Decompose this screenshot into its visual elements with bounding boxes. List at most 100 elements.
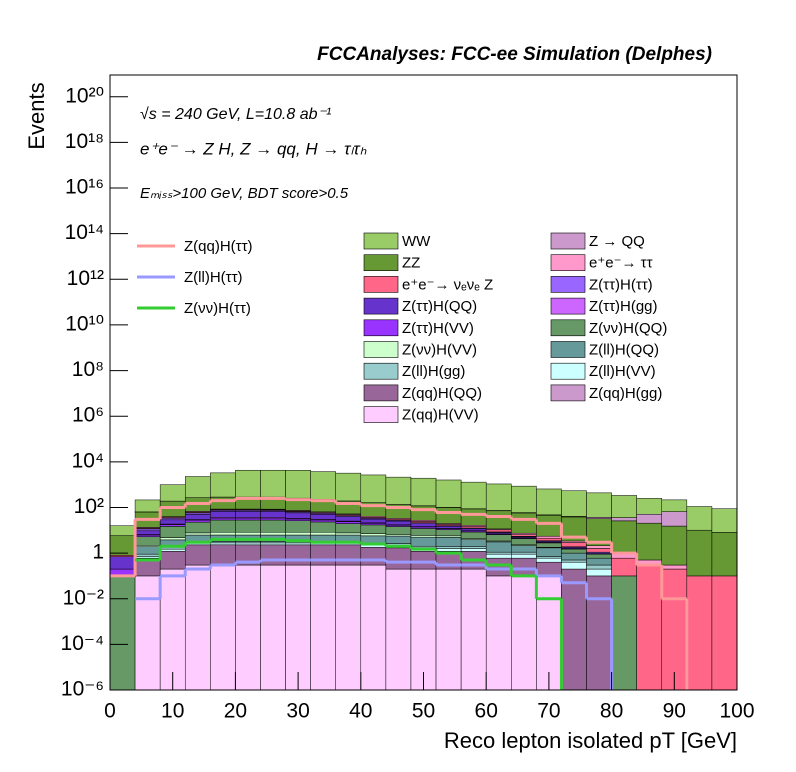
- y-tick-label: 10¹⁶: [65, 176, 104, 199]
- histogram-bar: [586, 545, 612, 549]
- histogram-bar: [235, 542, 261, 546]
- histogram-bar: [410, 505, 437, 521]
- legend-swatch: [363, 341, 399, 358]
- histogram-bar: [260, 469, 286, 498]
- histogram-bar: [310, 471, 336, 500]
- histogram-bar: [159, 568, 186, 690]
- y-tick-label: 10⁸: [72, 358, 104, 381]
- legend-label: Z(qq)H(QQ): [402, 385, 482, 402]
- histogram-bar: [385, 520, 412, 526]
- histogram-bar: [485, 529, 512, 533]
- legend-swatch: [550, 319, 586, 337]
- histogram-bar: [511, 575, 537, 690]
- histogram-bar: [586, 548, 612, 553]
- legend-swatch: [550, 297, 586, 315]
- histogram-bar: [460, 528, 487, 531]
- legend-swatch: [550, 232, 586, 250]
- histogram-bar: [310, 564, 336, 690]
- histogram-bar: [235, 511, 261, 518]
- histogram-bar: [435, 568, 462, 690]
- histogram-bar: [184, 476, 211, 498]
- histogram-bar: [235, 517, 261, 521]
- legend-swatch: [363, 232, 399, 250]
- histogram-bar: [661, 568, 688, 690]
- histogram-bar: [561, 542, 587, 547]
- histogram-bar: [485, 483, 512, 511]
- histogram-bar: [210, 511, 236, 518]
- histogram-bar: [485, 534, 512, 542]
- legend-label: Z(ll)H(VV): [589, 363, 656, 380]
- histogram-bar: [360, 474, 387, 503]
- histogram-bar: [285, 518, 311, 521]
- histogram-bar: [536, 547, 562, 557]
- x-tick-label: 20: [224, 700, 247, 723]
- histogram-bar: [611, 520, 637, 555]
- legend-label: Z(ττ)H(QQ): [402, 298, 477, 315]
- x-tick-label: 50: [412, 700, 435, 723]
- histogram-bar: [134, 534, 161, 538]
- histogram-bar: [260, 517, 286, 521]
- histogram-bar: [385, 526, 412, 535]
- histogram-bar: [210, 517, 236, 521]
- histogram-bar: [184, 521, 211, 534]
- histogram-bar: [561, 561, 587, 570]
- histogram-bar: [360, 524, 387, 534]
- legend-label: Z(ll)H(gg): [402, 363, 465, 380]
- histogram-bar: [536, 557, 562, 563]
- legend-swatch: [363, 254, 399, 271]
- histogram-bar: [335, 532, 362, 536]
- histogram-bar: [184, 544, 211, 566]
- histogram-bar: [134, 499, 161, 513]
- histogram-bar: [260, 564, 286, 690]
- histogram-bar: [335, 516, 362, 522]
- histogram-bar: [110, 556, 136, 570]
- histogram-bar: [511, 553, 537, 559]
- y-tick-label: 10⁻⁶: [61, 678, 104, 701]
- histogram-bar: [335, 564, 362, 690]
- x-tick-label: 30: [286, 700, 309, 723]
- legend-label: WW: [402, 233, 431, 250]
- histogram-bar: [210, 542, 236, 546]
- histogram-bar: [561, 552, 587, 561]
- histogram-bar: [385, 535, 412, 544]
- histogram-bar: [586, 568, 612, 577]
- annotation: √s = 240 GeV, L=10.8 ab⁻¹: [140, 106, 331, 123]
- histogram-bar: [561, 490, 587, 517]
- y-tick-label: 1: [92, 541, 104, 564]
- histogram-bar: [385, 476, 412, 505]
- histogram-bar: [134, 528, 161, 532]
- histogram-bar: [511, 545, 537, 553]
- histogram-bar: [235, 532, 261, 536]
- legend-swatch: [550, 254, 586, 271]
- legend-swatch: [363, 406, 399, 423]
- x-tick-label: 100: [719, 700, 754, 723]
- histogram-bar: [285, 564, 311, 690]
- histogram-bar: [711, 575, 737, 690]
- histogram-bar: [184, 519, 211, 523]
- histogram-bar: [110, 575, 136, 690]
- histogram-bar: [536, 515, 562, 537]
- annotation: Eₘᵢₛₛ>100 GeV, BDT score>0.5: [140, 185, 349, 202]
- histogram-bar: [485, 551, 512, 555]
- histogram-bar: [260, 544, 286, 566]
- histogram-bar: [410, 523, 437, 527]
- histogram-bar: [285, 542, 311, 546]
- histogram-bar: [310, 514, 336, 520]
- legend-label: Z(ll)H(QQ): [589, 341, 659, 358]
- histogram-bar: [110, 525, 136, 536]
- histogram-bar: [536, 575, 562, 690]
- histogram-bar: [285, 470, 311, 499]
- histogram-bar: [134, 553, 161, 557]
- histogram-bar: [159, 526, 186, 538]
- x-tick-label: 10: [161, 700, 184, 723]
- histogram-bar: [184, 534, 211, 542]
- histogram-bar: [184, 514, 211, 520]
- histogram-bar: [636, 522, 663, 561]
- histogram-bar: [460, 539, 487, 547]
- histogram-bar: [611, 553, 637, 559]
- legend-swatch: [363, 362, 399, 380]
- legend-label: Z → QQ: [589, 233, 645, 250]
- y-tick-label: 10¹⁸: [65, 130, 104, 153]
- histogram-bar: [711, 532, 737, 577]
- histogram-bar: [159, 551, 186, 570]
